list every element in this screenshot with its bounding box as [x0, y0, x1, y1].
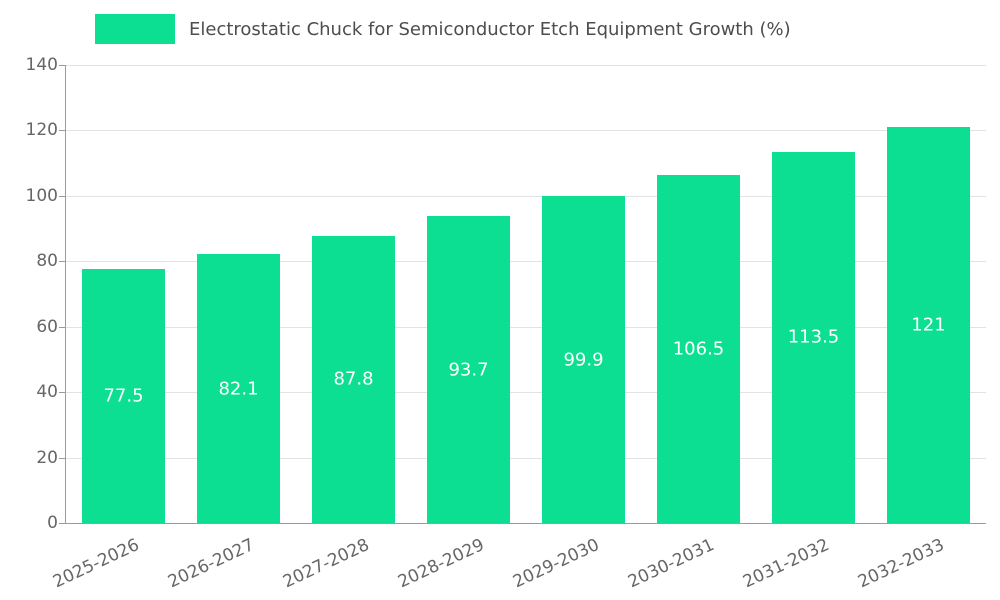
y-tick-label: 100	[25, 185, 58, 206]
y-tick-mark	[59, 130, 65, 132]
bar-2031-2032: 113.5	[772, 151, 855, 523]
legend: Electrostatic Chuck for Semiconductor Et…	[95, 14, 791, 44]
bar-2025-2026: 77.5	[82, 269, 165, 523]
y-tick-mark	[59, 523, 65, 524]
y-tick-label: 40	[36, 382, 58, 403]
bar-2026-2027: 82.1	[197, 254, 280, 523]
y-tick-mark	[59, 195, 65, 197]
bar-2032-2033: 121	[887, 127, 970, 523]
bar-2030-2031: 106.5	[657, 174, 740, 523]
gridline	[66, 195, 986, 197]
x-tick-label: 2026-2027	[164, 535, 257, 593]
x-tick-label: 2030-2031	[624, 535, 717, 593]
bar-value-label: 121	[911, 314, 946, 336]
y-tick-label: 0	[47, 513, 58, 533]
y-tick-label: 140	[25, 55, 58, 75]
bar-2028-2029: 93.7	[427, 216, 510, 523]
bar-2029-2030: 99.9	[542, 196, 625, 523]
plot-area: 0 20 40 60 80 100 120 140 77.5 2025-2026 82.1 2026-…	[26, 55, 986, 592]
x-tick-label: 2027-2028	[279, 535, 372, 593]
y-tick-mark	[59, 392, 65, 394]
y-tick-mark	[59, 457, 65, 459]
bar-value-label: 77.5	[103, 385, 144, 407]
bar-value-label: 99.9	[563, 349, 604, 371]
bar-value-label: 113.5	[787, 326, 840, 348]
y-tick-label: 20	[36, 447, 58, 468]
x-tick-label: 2028-2029	[394, 535, 487, 593]
chart-title: Electrostatic Chuck for Semiconductor Et…	[189, 18, 791, 40]
gridline	[66, 392, 986, 394]
bar-value-label: 106.5	[672, 338, 725, 360]
legend-swatch	[95, 14, 175, 44]
x-tick-label: 2025-2026	[49, 535, 142, 593]
gridline	[66, 65, 986, 66]
y-tick-label: 80	[36, 251, 58, 272]
bar-value-label: 82.1	[218, 378, 259, 400]
bar-2027-2028: 87.8	[312, 235, 395, 523]
y-tick-mark	[59, 326, 65, 328]
bar-value-label: 87.8	[333, 368, 374, 390]
gridline	[66, 326, 986, 328]
gridline	[66, 130, 986, 132]
gridline	[66, 261, 986, 263]
y-tick-mark	[59, 261, 65, 263]
y-tick-mark	[59, 65, 65, 66]
x-tick-label: 2032-2033	[854, 535, 947, 593]
x-tick-label: 2031-2032	[739, 535, 832, 593]
x-tick-label: 2029-2030	[509, 535, 602, 593]
y-tick-label: 120	[25, 120, 58, 141]
y-tick-label: 60	[36, 316, 58, 337]
bar-value-label: 93.7	[448, 359, 489, 381]
gridline	[66, 457, 986, 459]
